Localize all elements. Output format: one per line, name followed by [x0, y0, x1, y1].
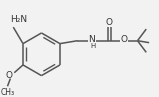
Text: O: O — [120, 35, 127, 44]
Text: O: O — [106, 18, 113, 27]
Text: O: O — [6, 71, 13, 80]
Text: H₂N: H₂N — [10, 15, 28, 24]
Text: CH₃: CH₃ — [0, 88, 14, 97]
Text: H: H — [90, 43, 96, 49]
Text: N: N — [89, 35, 95, 44]
